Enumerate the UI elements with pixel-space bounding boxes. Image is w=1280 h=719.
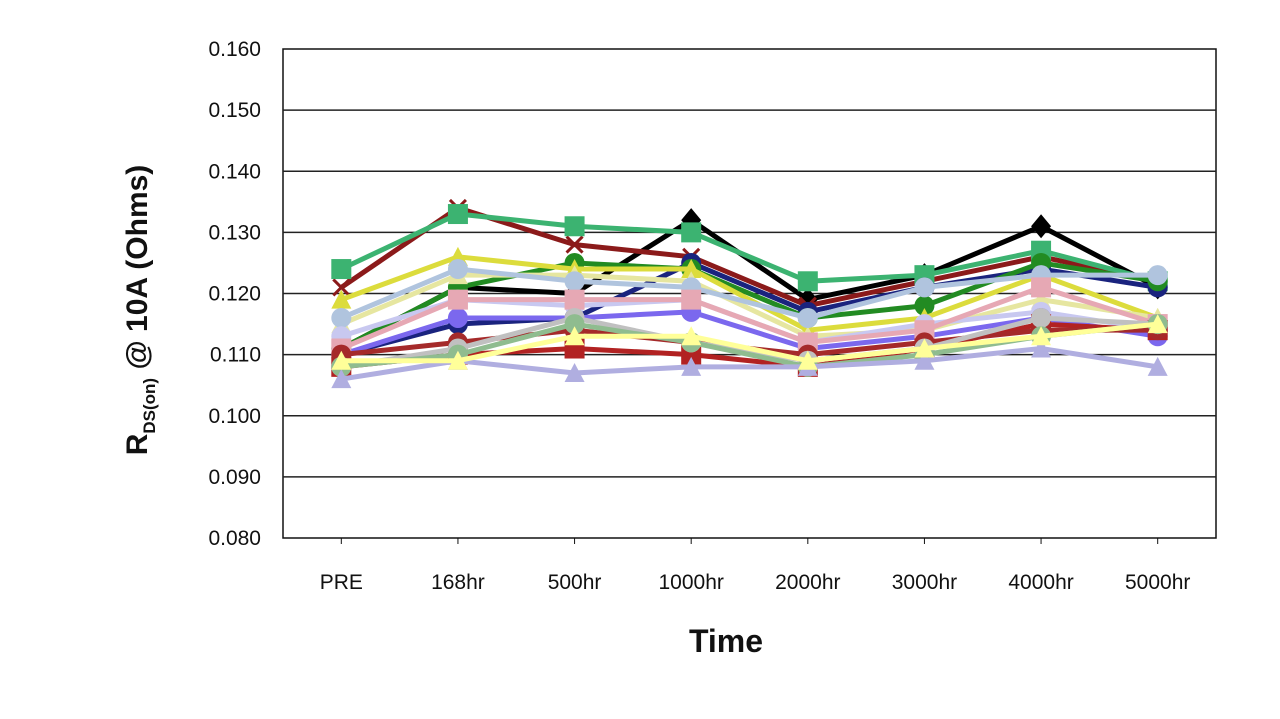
data-point [565, 235, 584, 254]
data-point [447, 307, 468, 328]
data-point [681, 222, 702, 243]
data-point [1031, 307, 1052, 328]
data-point [914, 277, 935, 298]
data-point [564, 314, 585, 335]
data-point [914, 338, 935, 358]
gridlines [283, 109, 1216, 478]
data-point [1147, 356, 1168, 376]
data-point [914, 295, 935, 316]
series-line [340, 346, 1159, 382]
y-tick-labels: 0.080 0.090 0.100 0.110 0.120 0.130 0.140 0.150… [208, 38, 261, 550]
data-point [914, 350, 935, 370]
data-point [564, 289, 585, 310]
series-line [341, 321, 1158, 370]
y-tick-label: 0.110 [210, 344, 261, 367]
data-point [1031, 338, 1052, 358]
data-point [564, 362, 585, 382]
y-tick-label: 0.160 [208, 38, 261, 61]
data-point [331, 369, 352, 389]
series-line [340, 217, 1159, 351]
y-tick-label: 0.150 [208, 99, 261, 122]
y-axis-label-main: R [121, 433, 154, 455]
series-line [340, 254, 1159, 333]
data-point [447, 259, 468, 280]
data-point [447, 350, 468, 370]
x-tick-label: 5000hr [1125, 571, 1190, 594]
data-point [681, 289, 702, 310]
data-point [1031, 214, 1052, 239]
series-lines [331, 198, 1168, 389]
data-point [331, 259, 352, 280]
data-point [797, 271, 818, 292]
x-tick-label: 3000hr [892, 571, 957, 594]
x-tick-label: PRE [320, 571, 363, 594]
series-line [340, 266, 1158, 321]
data-point [447, 289, 468, 310]
y-tick-label: 0.100 [208, 405, 261, 428]
data-point [331, 350, 352, 370]
data-point [332, 278, 351, 297]
series-line [341, 321, 1158, 364]
series-line [340, 284, 1159, 351]
y-tick-label: 0.130 [208, 221, 261, 244]
data-point [681, 356, 702, 376]
data-point [564, 271, 585, 292]
data-point [681, 259, 702, 279]
data-point [564, 326, 585, 346]
x-axis-label: Time [689, 623, 763, 659]
series-line [340, 211, 1159, 284]
x-tick-label: 1000hr [658, 571, 723, 594]
data-point [797, 350, 818, 370]
x-tick-labels: PRE 168hr 500hr 1000hr 2000hr 3000hr 4000hr 500… [320, 538, 1190, 594]
data-point [447, 204, 468, 225]
x-tick-label: 500hr [548, 571, 602, 594]
data-point [564, 216, 585, 237]
y-tick-label: 0.080 [208, 527, 261, 550]
data-point [1147, 265, 1168, 286]
data-point [331, 307, 352, 328]
series-line [340, 272, 1159, 339]
y-tick-label: 0.120 [208, 283, 261, 306]
x-tick-label: 2000hr [775, 571, 840, 594]
y-axis-label-rest: @ 10A (Ohms) [121, 165, 154, 378]
data-point [331, 289, 352, 309]
x-tick-label: 168hr [431, 571, 485, 594]
y-axis-label-subscript: DS(on) [140, 378, 159, 434]
y-axis-label: RDS(on) @ 10A (Ohms) [121, 165, 159, 456]
y-tick-label: 0.140 [208, 160, 261, 183]
y-tick-label: 0.090 [208, 466, 261, 489]
series-line [340, 315, 1158, 370]
series-line [340, 260, 1159, 351]
data-point [797, 307, 818, 328]
data-point [681, 326, 702, 346]
data-point [1031, 326, 1052, 346]
series [331, 314, 1168, 370]
data-point [1031, 277, 1052, 298]
data-point [1147, 314, 1168, 334]
x-tick-label: 4000hr [1008, 571, 1073, 594]
